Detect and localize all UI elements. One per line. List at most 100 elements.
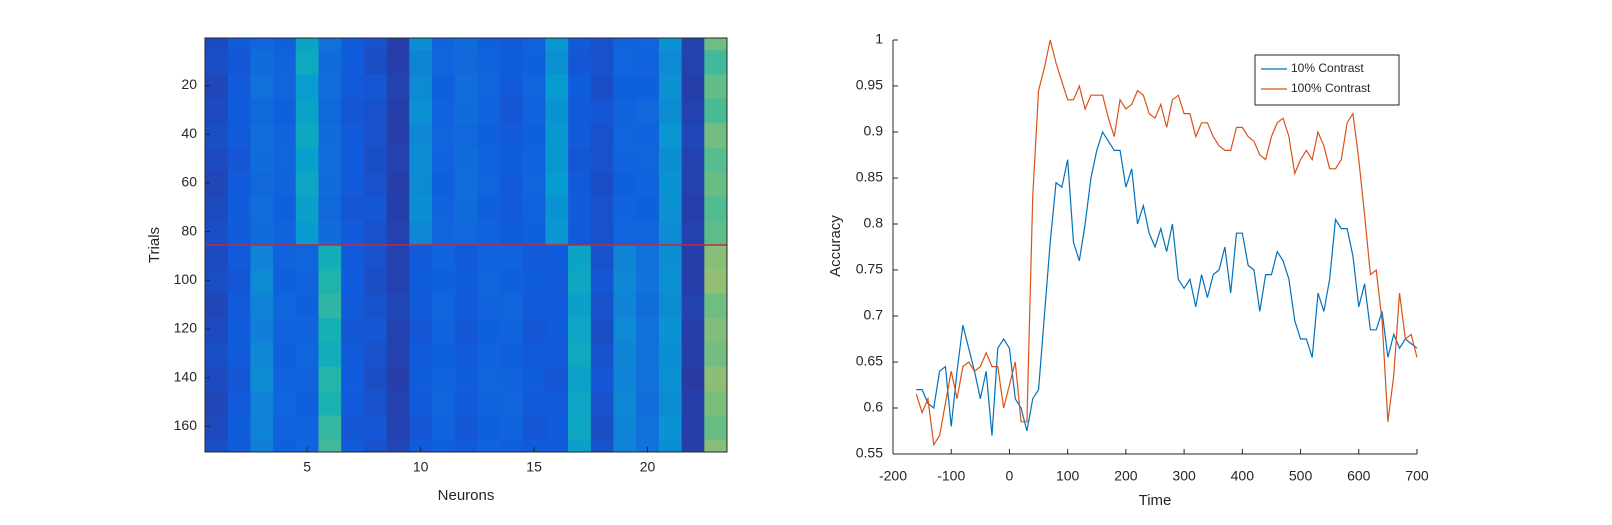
heatmap-cell <box>273 415 297 441</box>
heatmap-cell <box>522 50 546 75</box>
heatmap-cell <box>590 74 614 100</box>
heatmap-cell <box>500 74 524 100</box>
heatmap-cell <box>454 123 478 148</box>
heatmap-cell <box>545 220 569 246</box>
heatmap-cell <box>636 123 660 148</box>
heatmap-cell <box>409 293 433 319</box>
x-tick-label: 0 <box>1006 468 1014 484</box>
heatmap-cell <box>227 269 251 295</box>
heatmap-cell <box>545 74 569 100</box>
heatmap-cell <box>318 366 342 392</box>
heatmap-cell <box>590 220 614 246</box>
heatmap-cell <box>454 220 478 246</box>
heatmap-cell <box>636 245 660 270</box>
heatmap-cell <box>205 342 228 368</box>
heatmap-cell <box>522 293 546 319</box>
heatmap-cell <box>295 38 319 51</box>
heatmap-cell <box>341 171 365 197</box>
heatmap-cell <box>227 366 251 392</box>
heatmap-cell <box>227 439 251 453</box>
heatmap-cell <box>295 74 319 100</box>
heatmap-cell <box>522 171 546 197</box>
x-tick-label: 600 <box>1347 468 1371 484</box>
heatmap-cell <box>227 391 251 416</box>
heatmap-cell <box>658 220 682 246</box>
y-tick-label: 0.7 <box>864 307 884 323</box>
heatmap-cell <box>363 293 387 319</box>
heatmap-cell <box>295 245 319 270</box>
heatmap-cell <box>341 366 365 392</box>
heatmap-cell <box>545 196 569 221</box>
heatmap-cell <box>545 98 569 124</box>
heatmap-cell <box>590 318 614 343</box>
heatmap-cell <box>386 98 410 124</box>
heatmap-cell <box>295 147 319 173</box>
heatmap-cell <box>454 342 478 368</box>
y-tick-label: 0.9 <box>864 123 884 139</box>
x-axis-label: Neurons <box>438 487 495 504</box>
heatmap-cell <box>431 318 455 343</box>
heatmap-cell <box>636 439 660 453</box>
heatmap-cell <box>613 439 637 453</box>
heatmap-cell <box>318 50 342 75</box>
heatmap-cell <box>341 269 365 295</box>
legend-box <box>1254 54 1400 106</box>
heatmap-cell <box>477 196 501 221</box>
heatmap-cell <box>522 74 546 100</box>
heatmap-cell <box>409 439 433 453</box>
heatmap-cell <box>318 318 342 343</box>
heatmap-cell <box>522 269 546 295</box>
heatmap-cell <box>568 98 592 124</box>
heatmap-cell <box>205 391 228 416</box>
heatmap-cell <box>250 415 274 441</box>
heatmap-cell <box>386 318 410 343</box>
heatmap-cell <box>363 74 387 100</box>
heatmap-cell <box>613 245 637 270</box>
heatmap-cell <box>295 439 319 453</box>
heatmap-cell <box>205 196 228 221</box>
heatmap-cell <box>295 50 319 75</box>
heatmap-cell <box>613 50 637 75</box>
heatmap-cell <box>500 342 524 368</box>
heatmap-cell <box>704 147 728 173</box>
heatmap-cell <box>636 74 660 100</box>
heatmap-cell <box>454 245 478 270</box>
heatmap-cell <box>205 147 228 173</box>
heatmap-cell <box>636 318 660 343</box>
heatmap-cell <box>409 318 433 343</box>
heatmap-cell <box>363 439 387 453</box>
heatmap-cell <box>409 50 433 75</box>
heatmap-cell <box>205 366 228 392</box>
heatmap-cell <box>658 147 682 173</box>
heatmap-cell <box>431 196 455 221</box>
heatmap-cell <box>590 415 614 441</box>
heatmap-cell <box>409 366 433 392</box>
heatmap-cell <box>386 196 410 221</box>
heatmap-cell <box>500 293 524 319</box>
heatmap-cell <box>341 245 365 270</box>
heatmap-cell <box>250 391 274 416</box>
heatmap-cell <box>704 245 728 270</box>
heatmap-cell <box>500 220 524 246</box>
heatmap-cell <box>704 74 728 100</box>
heatmap-cell <box>613 171 637 197</box>
heatmap-cell <box>205 415 228 441</box>
heatmap-cell <box>681 98 705 124</box>
heatmap-cell <box>613 98 637 124</box>
heatmap-cell <box>205 74 228 100</box>
heatmap-cell <box>681 38 705 51</box>
y-axis-label: Trials <box>146 227 163 263</box>
heatmap-cell <box>568 366 592 392</box>
heatmap-cell <box>658 293 682 319</box>
heatmap-cell <box>409 147 433 173</box>
heatmap-cell <box>363 38 387 51</box>
heatmap-cell <box>341 293 365 319</box>
heatmap-cell <box>477 98 501 124</box>
heatmap-cell <box>205 220 228 246</box>
y-tick-label: 0.75 <box>856 261 883 277</box>
heatmap-cell <box>295 391 319 416</box>
heatmap-cell <box>386 245 410 270</box>
x-tick-label: 700 <box>1405 468 1429 484</box>
heatmap-cell <box>681 439 705 453</box>
heatmap-cell <box>454 98 478 124</box>
